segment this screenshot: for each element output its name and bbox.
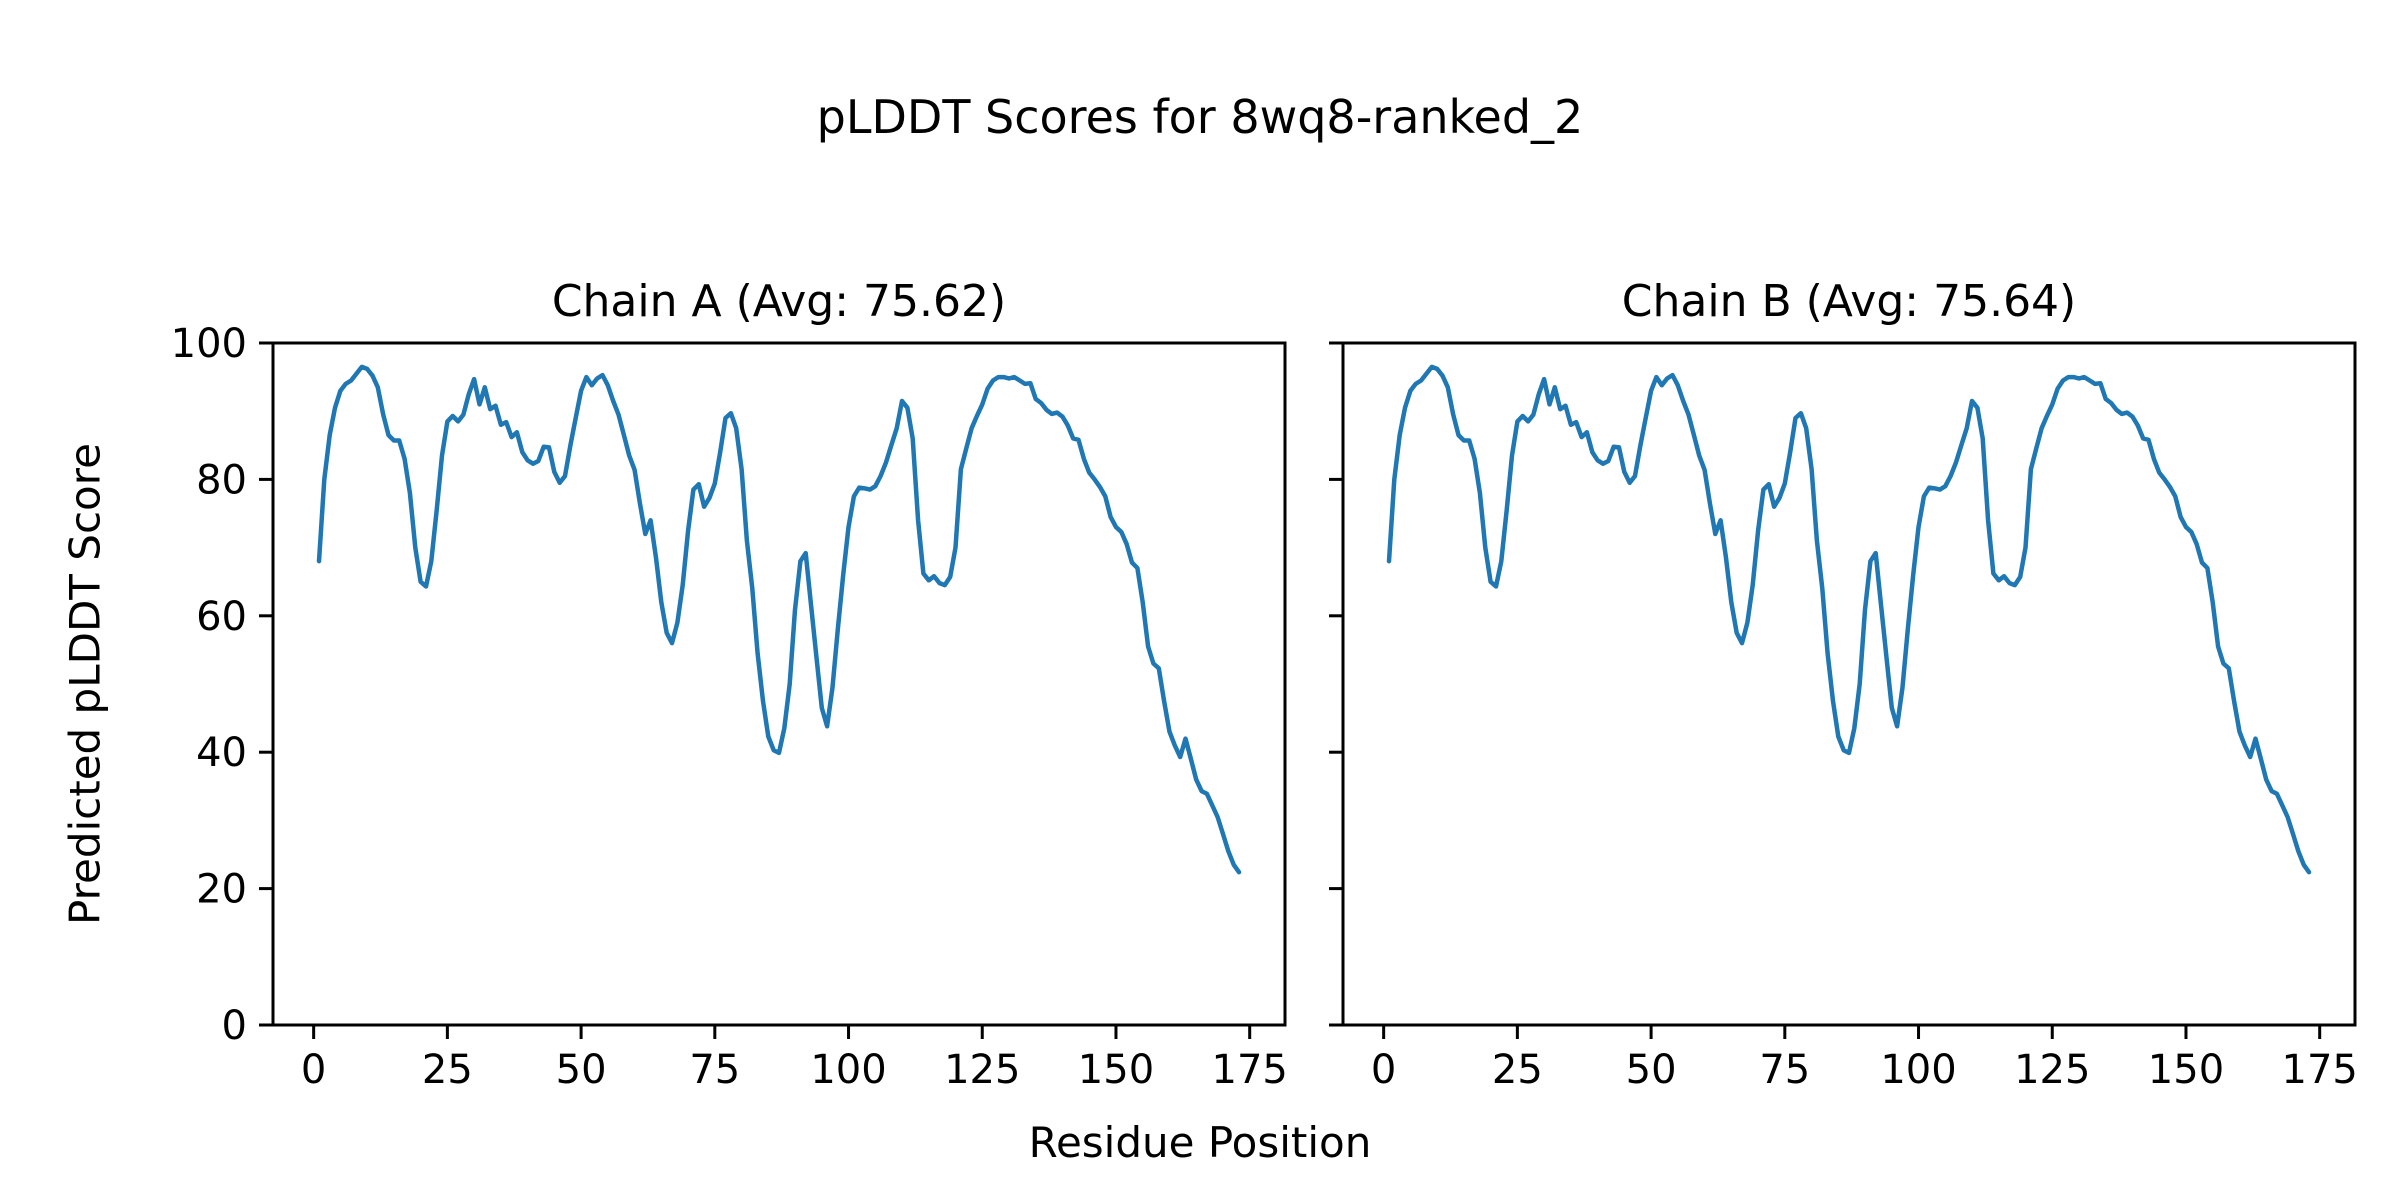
figure-title: pLDDT Scores for 8wq8-ranked_2 [816, 90, 1584, 144]
y-tick-label: 100 [171, 321, 247, 367]
chain-a-title: Chain A (Avg: 75.62) [551, 276, 1007, 327]
y-tick-label: 60 [196, 594, 247, 640]
x-tick-label: 125 [944, 1047, 1020, 1093]
chain-b-plot: 0 25 50 75 100 125 150 175 [1329, 341, 2358, 1093]
x-axis-label: Residue Position [1028, 1118, 1372, 1167]
chain-b-title: Chain B (Avg: 75.64) [1621, 276, 2077, 327]
axes-frame [1341, 341, 2357, 1027]
x-tick-label: 25 [422, 1047, 473, 1093]
x-tick-label: 25 [1492, 1047, 1543, 1093]
plddt-line [316, 364, 1242, 875]
x-tick-label: 50 [556, 1047, 607, 1093]
x-tick-label: 0 [1371, 1047, 1396, 1093]
y-tick-label: 20 [196, 867, 247, 913]
x-tick-label: 175 [1212, 1047, 1288, 1093]
axes-frame [271, 341, 1287, 1027]
x-tick-label: 75 [1759, 1047, 1810, 1093]
x-tick-label: 150 [2148, 1047, 2224, 1093]
y-tick-label: 80 [196, 457, 247, 503]
plddt-line [1386, 364, 2312, 875]
x-tick-label: 0 [301, 1047, 326, 1093]
x-tick-label: 175 [2282, 1047, 2358, 1093]
y-tick-label: 40 [196, 730, 247, 776]
x-tick-label: 50 [1626, 1047, 1677, 1093]
chain-a-plot: 0 25 50 75 100 125 150 175 0 20 40 60 80 100 [171, 321, 1288, 1093]
x-tick-label: 75 [689, 1047, 740, 1093]
x-tick-label: 100 [810, 1047, 886, 1093]
x-tick-label: 150 [1078, 1047, 1154, 1093]
x-tick-label: 125 [2014, 1047, 2090, 1093]
y-axis-label: Predicted pLDDT Score [60, 443, 110, 925]
y-tick-label: 0 [222, 1003, 247, 1049]
x-tick-label: 100 [1880, 1047, 1956, 1093]
